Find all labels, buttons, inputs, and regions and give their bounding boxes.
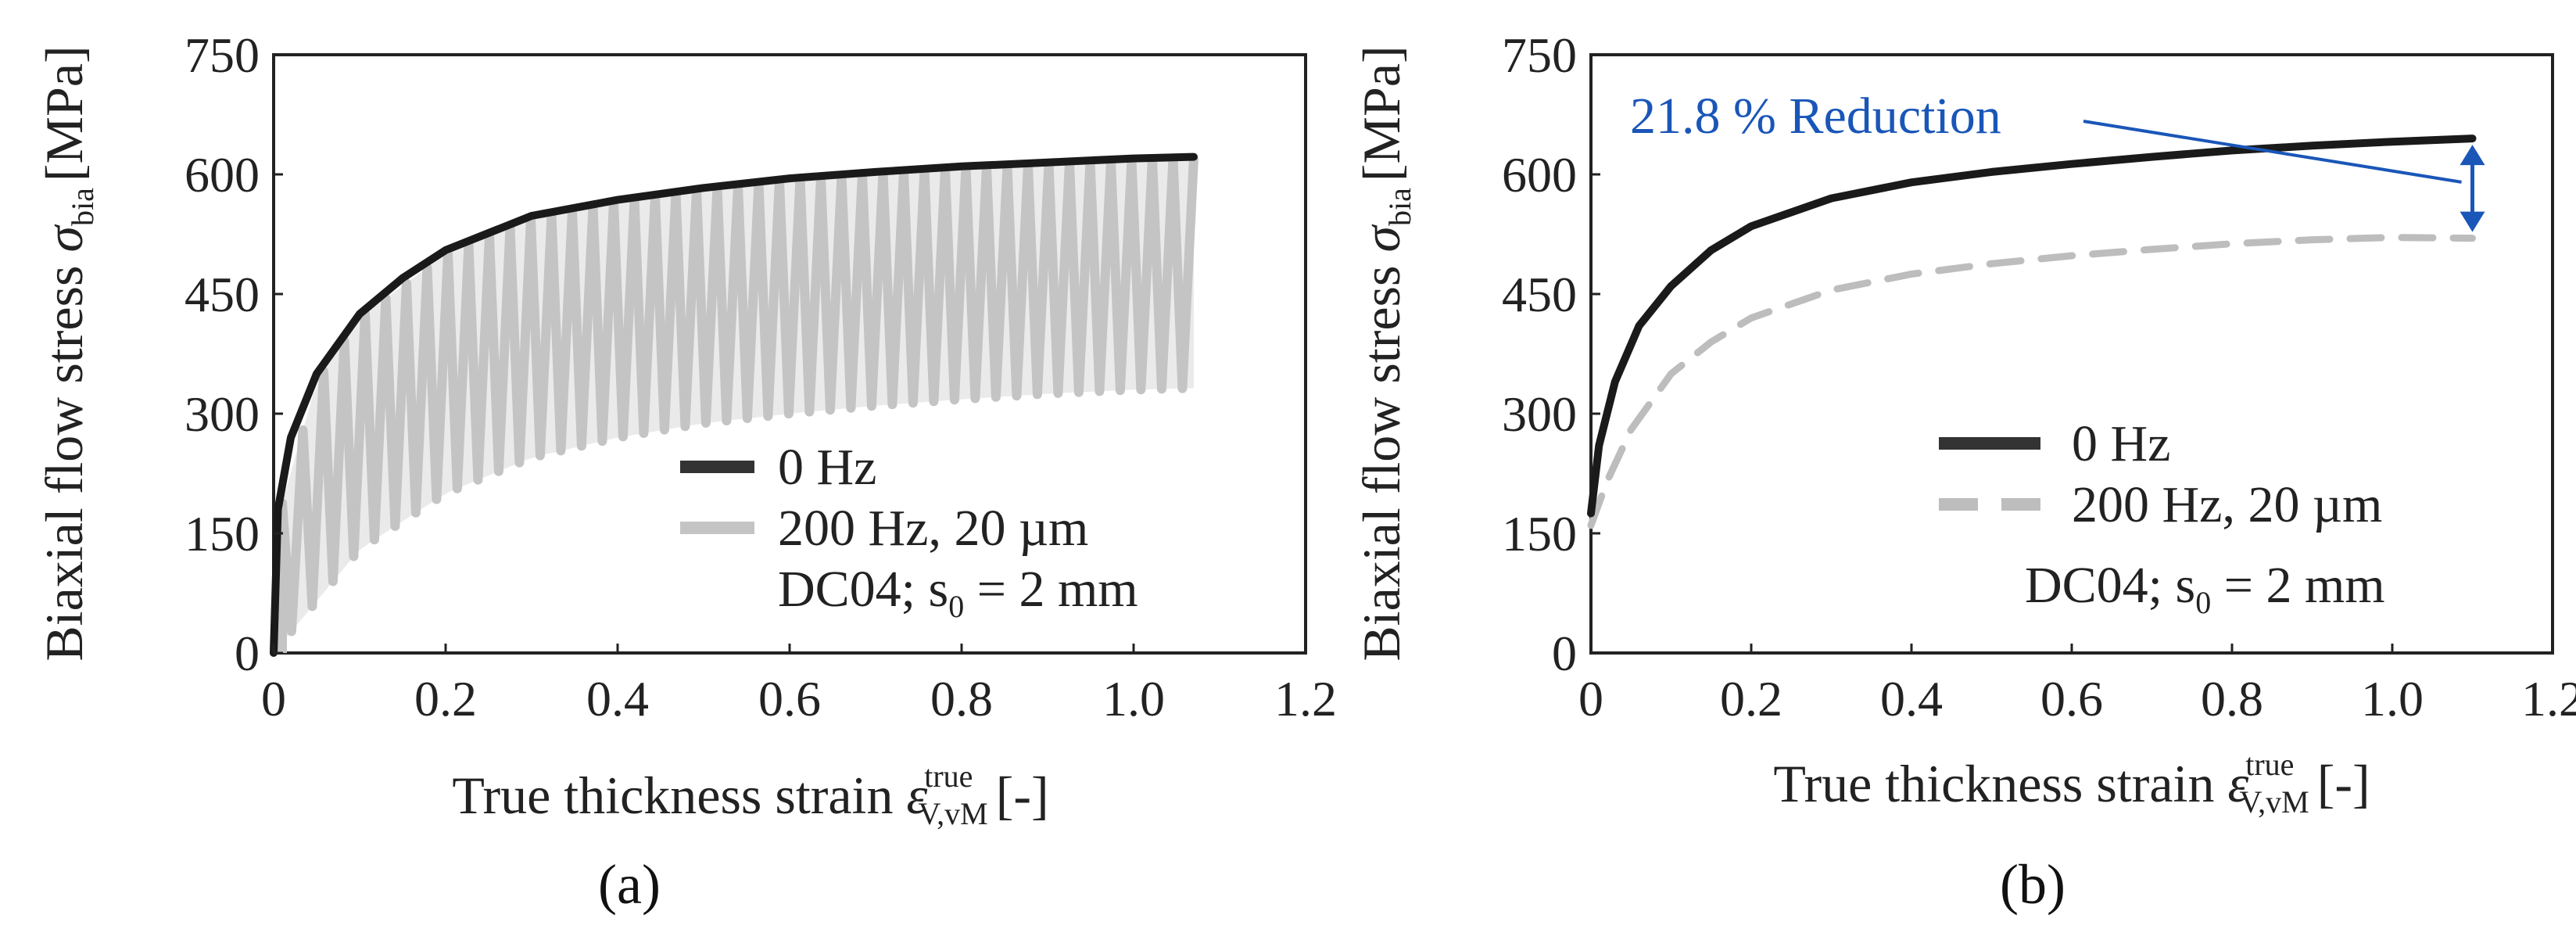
x-axis-label-b: True thickness strain εtrue V,vM [-]: [1773, 747, 2370, 820]
y-tick-labels-a: 0 150 300 450 600 750: [185, 27, 283, 681]
reduction-arrowhead-up: [2460, 145, 2485, 166]
x-tick-a-6: 1.2: [1274, 671, 1337, 726]
reduction-callout: 21.8 % Reduction: [1630, 88, 2485, 232]
legend-label-0hz-a: 0 Hz: [778, 439, 876, 496]
series-line-a-0hz: [270, 152, 1198, 657]
series-200hz-b: [1587, 234, 2476, 529]
material-note-a: DC04; s0 = 2 mm: [778, 561, 1138, 624]
series-0hz-b: [1587, 135, 2477, 518]
y-tick-b-2: 300: [1502, 386, 1577, 442]
y-tick-a-3: 450: [185, 267, 260, 322]
series-line-a-200hz: [278, 153, 1198, 653]
series-200hz-a: [278, 153, 1198, 653]
x-tick-a-5: 1.0: [1102, 671, 1165, 726]
y-tick-a-1: 150: [185, 506, 260, 561]
y-axis-label-a: Biaxial flow stress σbia[MPa]: [34, 45, 100, 661]
reduction-arrowhead-down: [2460, 211, 2485, 232]
x-tick-b-3: 0.6: [2040, 671, 2103, 726]
x-tick-a-1: 0.2: [414, 671, 477, 726]
y-tick-labels-b: 0 150 300 450 600 750: [1502, 27, 1600, 681]
x-tick-labels-a: 0 0.2 0.4 0.6 0.8 1.0 1.2: [261, 644, 1337, 726]
y-tick-a-2: 300: [185, 386, 260, 442]
y-tick-a-5: 750: [185, 27, 260, 83]
panel-label-b: (b): [2000, 853, 2065, 916]
y-tick-a-4: 600: [185, 147, 260, 203]
chart-panel-b: 0 0.2 0.4 0.6 0.8 1.0 1.2 0 150 300 450 600 750 Bia…: [1352, 27, 2576, 916]
x-axis-label-a: True thickness strain εtrue V,vM [-]: [452, 759, 1048, 831]
legend-b: 0 Hz 200 Hz, 20 µm DC04; s0 = 2 mm: [1939, 415, 2385, 620]
y-tick-b-4: 600: [1502, 147, 1577, 203]
x-tick-labels-b: 0 0.2 0.4 0.6 0.8 1.0 1.2: [1578, 644, 2576, 726]
series-0hz-a: [270, 152, 1198, 657]
x-tick-a-2: 0.4: [586, 671, 649, 726]
x-tick-b-4: 0.8: [2201, 671, 2263, 726]
panel-label-a: (a): [598, 853, 661, 916]
x-tick-a-4: 0.8: [930, 671, 993, 726]
x-tick-b-2: 0.4: [1880, 671, 1943, 726]
material-note-b: DC04; s0 = 2 mm: [2025, 557, 2385, 620]
x-tick-b-5: 1.0: [2361, 671, 2424, 726]
series-line-b-200hz: [1587, 234, 2476, 529]
y-tick-b-0: 0: [1552, 626, 1577, 681]
x-tick-b-1: 0.2: [1720, 671, 1782, 726]
x-tick-a-0: 0: [261, 671, 286, 726]
x-tick-b-6: 1.2: [2521, 671, 2576, 726]
legend-label-200hz-a: 200 Hz, 20 µm: [778, 500, 1088, 557]
legend-a: 0 Hz 200 Hz, 20 µm DC04; s0 = 2 mm: [680, 439, 1138, 624]
series-line-b-0hz: [1587, 135, 2477, 518]
x-tick-a-3: 0.6: [758, 671, 821, 726]
callout-leader-line: [2083, 120, 2462, 184]
y-tick-b-5: 750: [1502, 27, 1577, 83]
reduction-callout-label: 21.8 % Reduction: [1630, 88, 2001, 145]
y-tick-a-0: 0: [235, 626, 260, 681]
reduction-arrow: [2460, 145, 2485, 232]
y-axis-label-b: Biaxial flow stress σbia[MPa]: [1352, 45, 1417, 661]
chart-panel-a: 0 0.2 0.4 0.6 0.8 1.0 1.2 0 150 300 450 600 750 Bia…: [34, 27, 1337, 916]
legend-label-200hz-b: 200 Hz, 20 µm: [2072, 476, 2382, 533]
x-tick-b-0: 0: [1578, 671, 1603, 726]
y-tick-b-3: 450: [1502, 267, 1577, 322]
y-tick-b-1: 150: [1502, 506, 1577, 561]
legend-label-0hz-b: 0 Hz: [2072, 415, 2170, 472]
